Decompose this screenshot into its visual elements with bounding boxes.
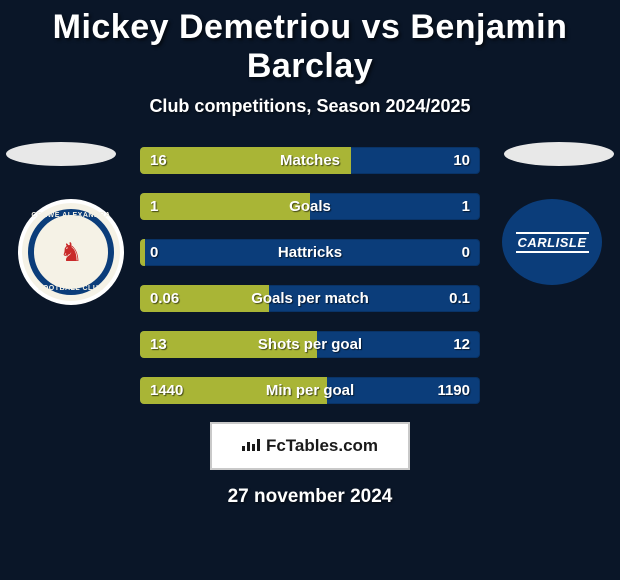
chart-icon bbox=[242, 437, 260, 456]
page-title: Mickey Demetriou vs Benjamin Barclay bbox=[0, 8, 620, 86]
badge-right-text: CARLISLE bbox=[516, 232, 589, 253]
badge-left-text-bottom: FOOTBALL CLUB bbox=[38, 285, 104, 292]
stat-right-value: 1190 bbox=[437, 377, 470, 404]
avatar-placeholder-icon bbox=[6, 142, 116, 166]
stat-row: 1440Min per goal1190 bbox=[140, 377, 480, 404]
stat-bars: 16Matches101Goals10Hattricks00.06Goals p… bbox=[140, 147, 480, 404]
stat-row: 16Matches10 bbox=[140, 147, 480, 174]
stat-row: 0Hattricks0 bbox=[140, 239, 480, 266]
stat-right-value: 0.1 bbox=[449, 285, 470, 312]
watermark: FcTables.com bbox=[210, 422, 410, 470]
player-left-silhouette bbox=[6, 142, 116, 166]
subtitle: Club competitions, Season 2024/2025 bbox=[0, 96, 620, 117]
player-right-silhouette bbox=[504, 142, 614, 166]
stat-right-value: 0 bbox=[462, 239, 470, 266]
date-label: 27 november 2024 bbox=[0, 486, 620, 508]
stat-label: Goals bbox=[140, 193, 480, 220]
stat-row: 0.06Goals per match0.1 bbox=[140, 285, 480, 312]
stat-right-value: 1 bbox=[462, 193, 470, 220]
club-badge-left: CREWE ALEXANDRA ♞ FOOTBALL CLUB bbox=[18, 199, 124, 305]
watermark-text: FcTables.com bbox=[266, 436, 378, 456]
stat-row: 13Shots per goal12 bbox=[140, 331, 480, 358]
stat-right-value: 10 bbox=[453, 147, 470, 174]
stat-row: 1Goals1 bbox=[140, 193, 480, 220]
stat-label: Goals per match bbox=[140, 285, 480, 312]
badge-left-text-top: CREWE ALEXANDRA bbox=[31, 212, 110, 219]
lion-icon: ♞ bbox=[59, 239, 82, 265]
badge-inner: ♞ bbox=[46, 227, 96, 277]
stat-label: Matches bbox=[140, 147, 480, 174]
comparison-card: Mickey Demetriou vs Benjamin Barclay Clu… bbox=[0, 0, 620, 508]
stat-label: Min per goal bbox=[140, 377, 480, 404]
stat-label: Hattricks bbox=[140, 239, 480, 266]
comparison-body: CREWE ALEXANDRA ♞ FOOTBALL CLUB CARLISLE… bbox=[0, 147, 620, 404]
avatar-placeholder-icon bbox=[504, 142, 614, 166]
club-badge-right: CARLISLE bbox=[502, 199, 602, 285]
stat-label: Shots per goal bbox=[140, 331, 480, 358]
stat-right-value: 12 bbox=[453, 331, 470, 358]
